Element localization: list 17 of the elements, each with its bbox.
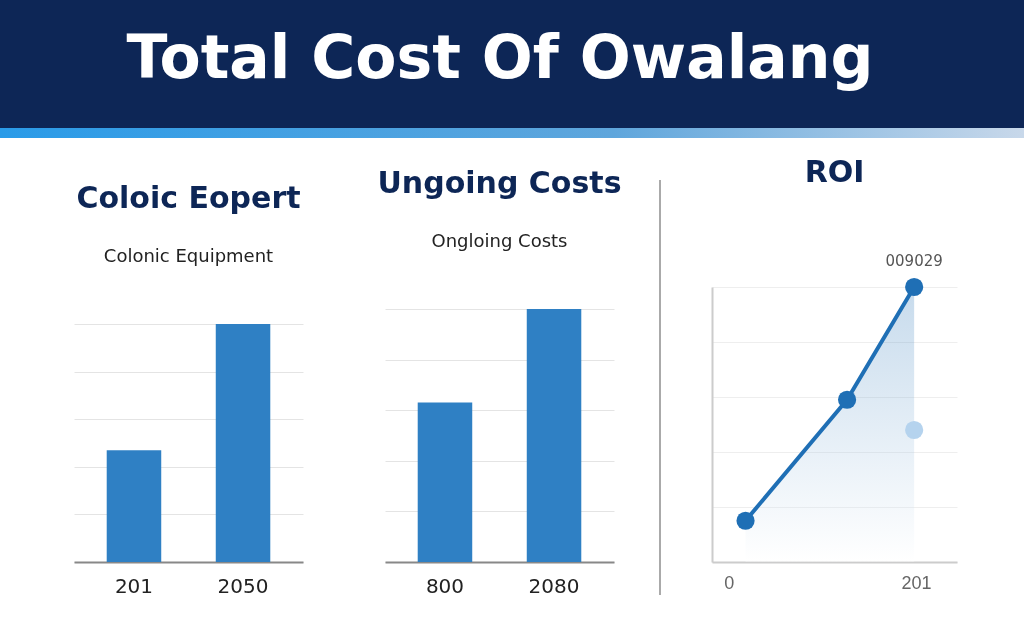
point (736, 511, 755, 530)
chart-title: Ungoing Costs (377, 165, 622, 200)
annotation: 009029 (885, 252, 943, 270)
chart-title: Coloic Eopert (76, 180, 301, 215)
x-tick-label: 2050 (217, 573, 269, 598)
x-tick-label: 0 (724, 572, 735, 593)
point (905, 277, 924, 297)
text: Total Cost Of Owalang (125, 22, 875, 92)
x-tick-label: 800 (425, 573, 465, 598)
x-tick-label: 2080 (528, 573, 580, 598)
point (837, 390, 857, 409)
point (905, 420, 924, 440)
chart-subtitle: Ongloing Costs (431, 230, 568, 251)
chart-subtitle: Colonic Equipment (103, 245, 274, 266)
chart-title: ROI (804, 154, 865, 189)
x-tick-label: 201 (114, 573, 154, 598)
x-tick-label: 201 (901, 572, 932, 593)
